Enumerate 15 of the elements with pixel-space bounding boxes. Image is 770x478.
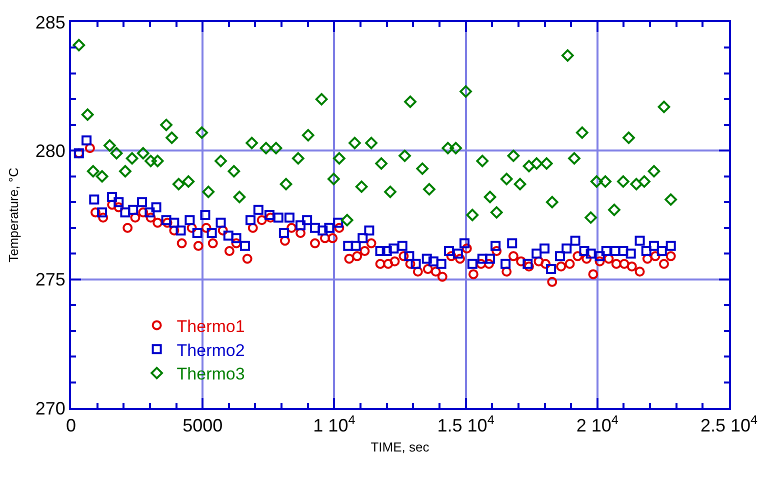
y-tick-label: 270 — [35, 398, 66, 418]
y-tick-label: 275 — [35, 270, 66, 290]
legend-label: Thermo1 — [176, 316, 245, 336]
legend-label: Thermo2 — [176, 340, 245, 360]
x-tick-label: 5000 — [182, 416, 223, 436]
x-tick-label: 1 10$^{4}$ — [313, 413, 356, 436]
x-tick-label: 2.5 10$^{4}$ — [700, 413, 758, 436]
legend-label: Thermo3 — [176, 364, 245, 384]
y-axis-title: Temperature, °C — [6, 168, 21, 262]
x-axis-title: TIME, sec — [370, 440, 430, 455]
x-tick-label: 2 10$^{4}$ — [576, 413, 618, 436]
y-tick-label: 285 — [35, 12, 66, 32]
x-tick-label: 0 — [66, 416, 76, 436]
y-tick-label: 280 — [35, 140, 66, 161]
x-tick-label: 1.5 10$^{4}$ — [437, 413, 494, 436]
